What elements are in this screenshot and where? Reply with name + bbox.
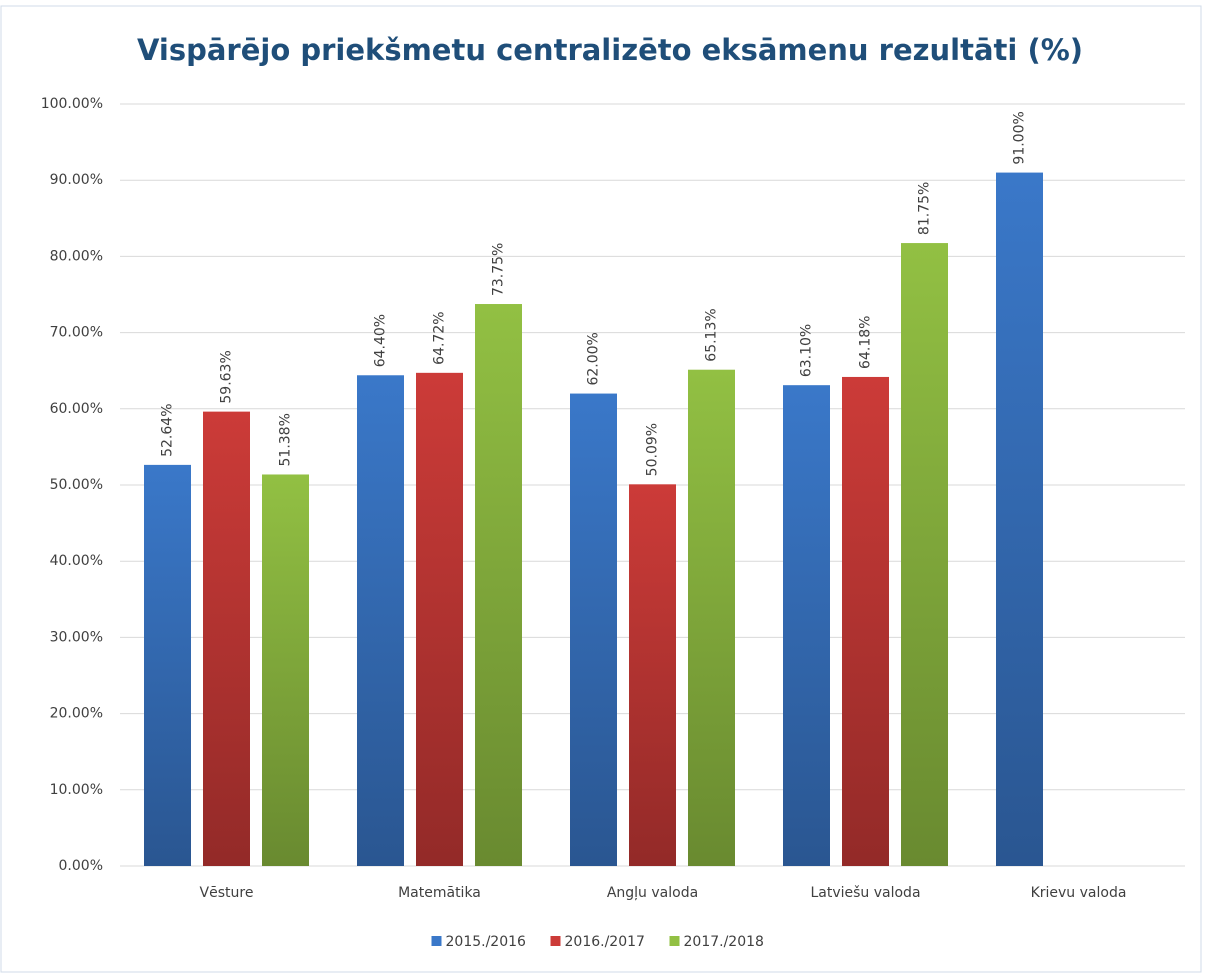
legend-swatch <box>669 936 680 946</box>
legend-swatch <box>550 936 561 946</box>
legend-label: 2016./2017 <box>565 934 645 950</box>
y-tick-label: 10.00% <box>50 782 103 798</box>
legend-label: 2017./2018 <box>684 934 764 950</box>
x-tick-label: Angļu valoda <box>607 885 698 901</box>
bar <box>783 385 830 866</box>
y-tick-label: 40.00% <box>50 553 103 569</box>
data-label: 65.13% <box>704 308 720 361</box>
bar <box>901 243 948 866</box>
bar <box>475 304 522 866</box>
x-tick-label: Matemātika <box>398 885 481 901</box>
bar <box>144 464 191 866</box>
y-tick-label: 20.00% <box>50 706 103 722</box>
legend-label: 2015./2016 <box>446 934 527 950</box>
x-tick-label: Vēsture <box>200 885 254 901</box>
data-label: 59.63% <box>219 350 235 403</box>
x-tick-label: Krievu valoda <box>1031 885 1127 901</box>
y-tick-label: 90.00% <box>50 172 103 188</box>
data-label: 51.38% <box>278 413 294 466</box>
x-tick-label: Latviešu valoda <box>810 885 920 901</box>
y-tick-label: 30.00% <box>50 629 103 645</box>
bar <box>629 484 676 866</box>
data-label: 64.72% <box>432 311 448 364</box>
bar <box>842 376 889 866</box>
bar <box>996 172 1043 866</box>
legend-swatch <box>431 936 442 946</box>
y-tick-label: 50.00% <box>50 477 103 493</box>
data-label: 52.64% <box>160 403 176 456</box>
chart-title: Vispārējo priekšmetu centralizēto eksāme… <box>137 33 1083 67</box>
data-label: 81.75% <box>917 182 933 235</box>
bar <box>357 375 404 866</box>
data-label: 73.75% <box>491 243 507 296</box>
y-tick-label: 60.00% <box>50 401 103 417</box>
y-tick-label: 0.00% <box>59 858 103 874</box>
y-tick-label: 70.00% <box>50 325 103 341</box>
data-label: 91.00% <box>1012 111 1028 164</box>
bar <box>688 369 735 866</box>
y-tick-label: 100.00% <box>41 96 103 112</box>
bar <box>203 411 250 866</box>
data-label: 63.10% <box>799 324 815 377</box>
data-label: 62.00% <box>586 332 602 385</box>
bar <box>416 372 463 866</box>
bar <box>262 474 309 866</box>
data-label: 64.40% <box>373 314 389 367</box>
data-label: 50.09% <box>645 423 661 476</box>
y-tick-label: 80.00% <box>50 248 103 264</box>
bar <box>570 393 617 866</box>
data-label: 64.18% <box>858 316 874 369</box>
